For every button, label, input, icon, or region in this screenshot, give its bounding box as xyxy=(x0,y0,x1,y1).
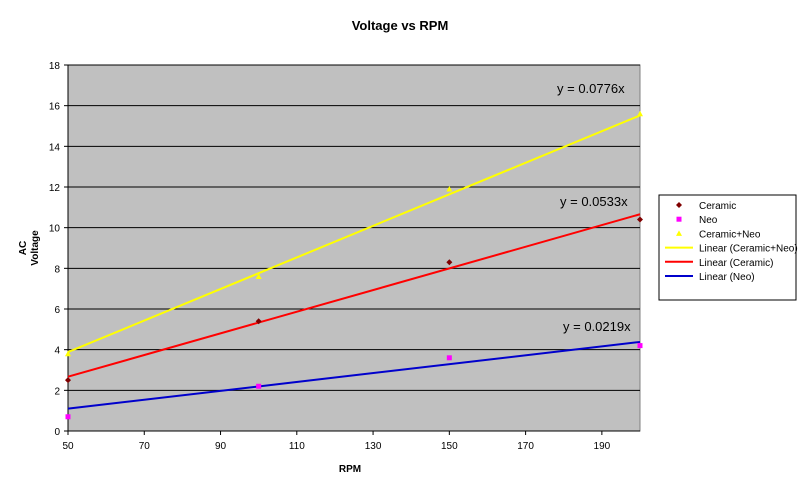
x-tick-label: 190 xyxy=(594,441,611,452)
plot-area xyxy=(67,64,641,432)
y-axis-label-line2: Voltage xyxy=(30,230,41,266)
data-points xyxy=(65,110,643,420)
legend-label: Linear (Ceramic) xyxy=(699,258,773,269)
x-tick-label: 90 xyxy=(215,441,227,452)
x-tick-label: 70 xyxy=(139,441,151,452)
x-tick-label: 170 xyxy=(517,441,534,452)
data-point-diamond xyxy=(637,216,643,223)
x-tick-label: 150 xyxy=(441,441,458,452)
trendline-equations: y = 0.0776x y = 0.0533x y = 0.0219x xyxy=(557,81,631,334)
y-axis-label-line1: AC xyxy=(18,241,29,255)
data-point-square xyxy=(65,414,71,420)
y-tick-label: 18 xyxy=(49,61,61,72)
chart-title: Voltage vs RPM xyxy=(352,18,449,33)
data-point-triangle xyxy=(65,350,71,357)
y-tick-label: 2 xyxy=(54,386,60,397)
y-tick-label: 14 xyxy=(49,142,61,153)
data-point-square xyxy=(676,216,682,222)
y-tick-label: 4 xyxy=(54,346,60,357)
legend: Ceramic Neo Ceramic+Neo Linear (Ceramic+Neo… xyxy=(658,194,798,301)
y-tick-label: 16 xyxy=(49,102,61,113)
y-tick-label: 0 xyxy=(54,427,60,438)
data-point-square xyxy=(637,343,643,349)
data-point-triangle xyxy=(676,230,682,236)
trendline xyxy=(67,340,641,410)
legend-label: Neo xyxy=(699,215,718,226)
y-axis-label: AC Voltage xyxy=(18,230,41,266)
x-tick-label: 50 xyxy=(62,441,74,452)
y-tick-label: 6 xyxy=(54,305,60,316)
trendline xyxy=(67,213,641,378)
x-tick-label: 130 xyxy=(365,441,382,452)
y-tick-label: 12 xyxy=(49,183,61,194)
data-point-triangle xyxy=(637,110,643,117)
trendline-equation: y = 0.0776x xyxy=(557,81,625,96)
trendline xyxy=(67,114,641,354)
trendlines xyxy=(67,114,641,410)
x-axis-ticks: 50 70 90 110 130 150 170 190 xyxy=(62,65,640,452)
data-point-diamond xyxy=(255,318,262,325)
data-point-diamond xyxy=(65,377,71,384)
data-point-triangle xyxy=(446,186,453,192)
x-axis-label: RPM xyxy=(339,464,361,475)
data-point-square xyxy=(446,355,452,361)
legend-label: Ceramic xyxy=(699,201,736,212)
data-point-square xyxy=(256,383,262,389)
data-point-diamond xyxy=(446,259,453,266)
legend-label: Ceramic+Neo xyxy=(699,229,761,240)
legend-label: Linear (Neo) xyxy=(699,272,755,283)
x-tick-label: 110 xyxy=(289,441,305,452)
trendline-equation: y = 0.0533x xyxy=(560,194,628,209)
y-tick-label: 8 xyxy=(54,264,60,275)
y-tick-label: 10 xyxy=(49,224,61,235)
data-point-diamond xyxy=(676,202,682,208)
y-axis-ticks: 0 2 4 6 8 10 12 14 16 18 xyxy=(49,61,68,438)
data-point-triangle xyxy=(255,273,262,279)
legend-label: Linear (Ceramic+Neo) xyxy=(699,244,798,255)
trendline-equation: y = 0.0219x xyxy=(563,319,631,334)
